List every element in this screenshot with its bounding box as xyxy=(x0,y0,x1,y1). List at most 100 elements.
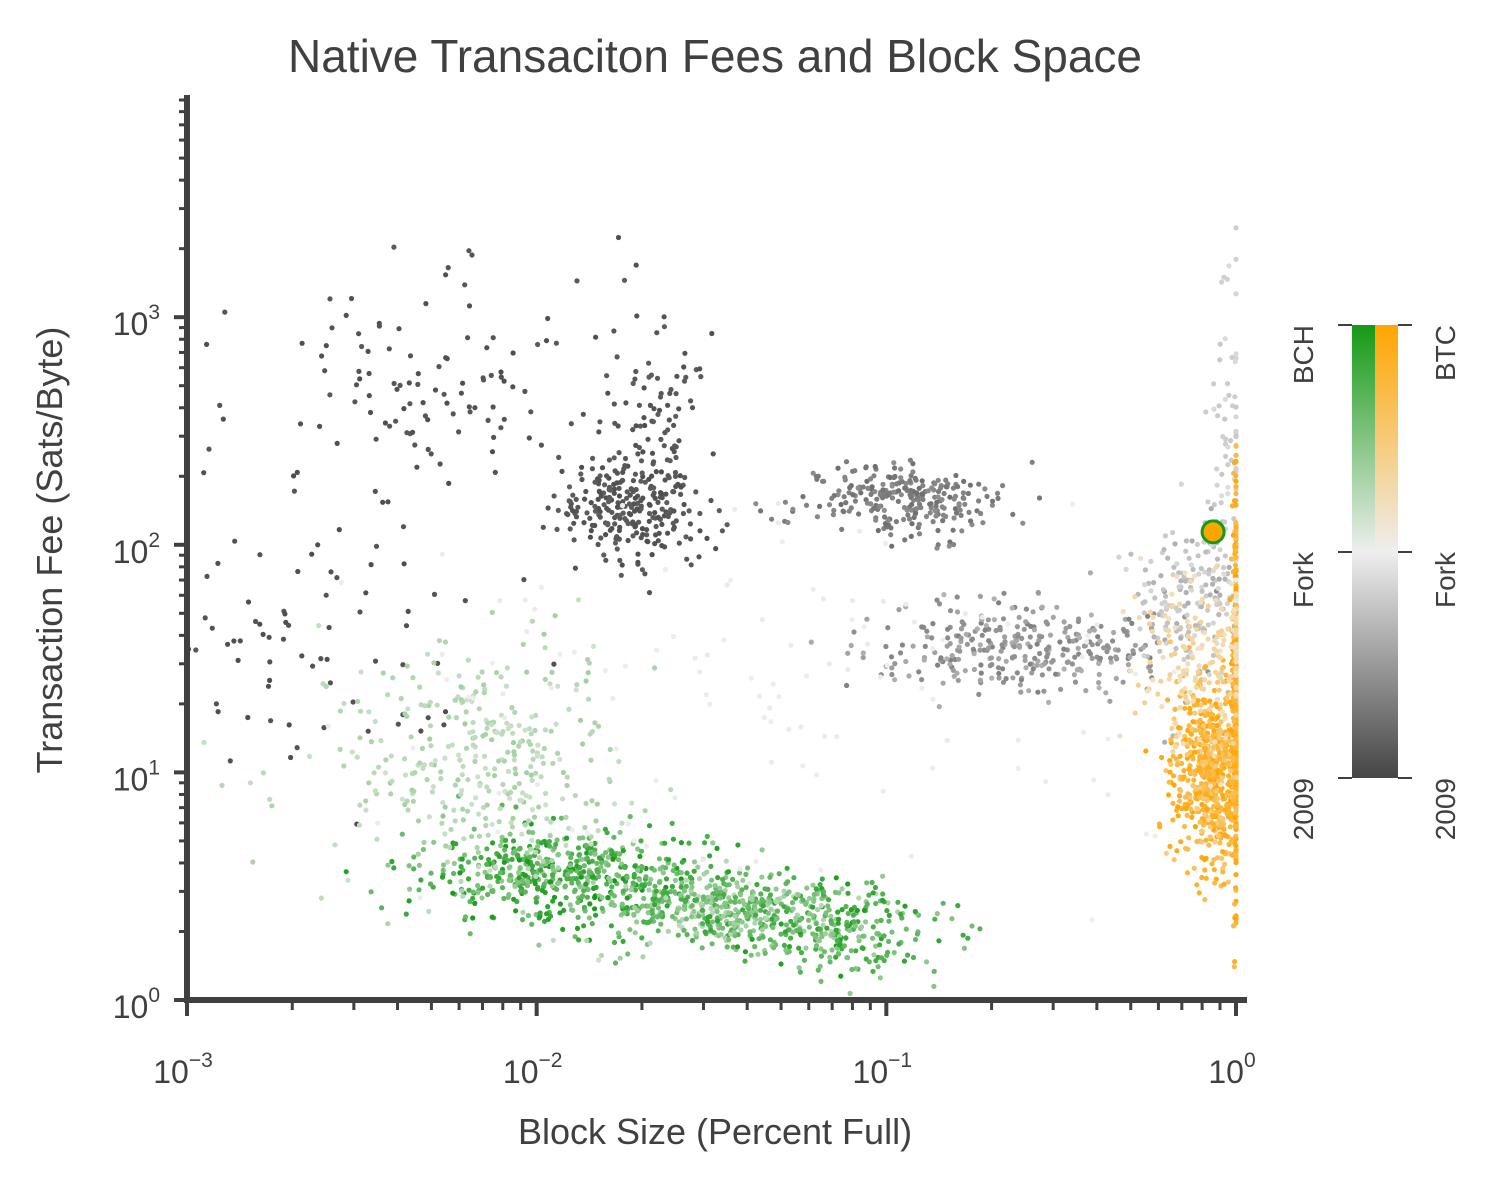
data-point-early xyxy=(441,722,447,728)
data-point-fork xyxy=(1094,622,1100,628)
data-point-bch xyxy=(708,927,714,933)
data-point-bch xyxy=(490,840,496,846)
data-point-bch xyxy=(718,904,725,910)
data-point-early xyxy=(673,391,679,397)
data-point-early xyxy=(665,473,671,479)
data-point-early xyxy=(294,469,300,475)
data-point-early xyxy=(976,691,982,698)
data-point-btc xyxy=(1169,591,1175,597)
data-point-bch xyxy=(465,859,472,865)
data-point-early xyxy=(309,551,315,557)
colorbar-bch xyxy=(1352,325,1375,778)
data-point-bch xyxy=(538,863,544,869)
data-point-btc xyxy=(1172,706,1178,713)
data-point-early xyxy=(977,647,983,653)
data-point-fork xyxy=(662,566,669,573)
data-point-btc xyxy=(1233,519,1239,526)
data-point-early xyxy=(621,277,628,283)
data-point-bch xyxy=(658,921,664,927)
data-point-bch xyxy=(617,829,623,835)
data-point-bch xyxy=(555,852,561,858)
data-point-bch xyxy=(318,895,324,901)
data-point-fork xyxy=(1171,669,1177,675)
data-point-bch xyxy=(819,934,825,940)
data-point-early xyxy=(889,495,896,501)
data-point-early xyxy=(638,503,644,509)
data-point-bch xyxy=(355,698,361,705)
data-point-bch xyxy=(477,783,483,789)
data-point-bch xyxy=(665,928,671,934)
data-point-btc xyxy=(1170,817,1176,823)
data-point-bch xyxy=(534,753,540,759)
data-point-btc xyxy=(1233,712,1239,718)
data-point-bch xyxy=(479,669,485,675)
data-point-btc xyxy=(1205,751,1211,757)
data-point-fork xyxy=(470,695,476,701)
data-point-early xyxy=(1104,649,1110,655)
data-point-early xyxy=(422,413,428,419)
data-point-early xyxy=(556,454,562,460)
data-point-bch xyxy=(507,795,513,802)
data-point-early xyxy=(555,507,561,513)
data-point-bch xyxy=(520,790,526,796)
data-point-fork xyxy=(845,667,851,673)
data-point-early xyxy=(654,375,661,381)
data-point-early xyxy=(368,562,374,568)
data-point-early xyxy=(323,592,329,598)
data-point-bch xyxy=(574,858,580,865)
data-point-early xyxy=(587,515,593,521)
data-point-bch xyxy=(912,908,918,915)
data-point-early xyxy=(654,330,660,336)
data-point-early xyxy=(1142,582,1148,588)
data-point-fork xyxy=(1085,633,1091,639)
data-point-bch xyxy=(449,742,455,748)
data-point-btc xyxy=(1232,562,1239,568)
data-point-bch xyxy=(575,845,582,851)
data-point-bch xyxy=(778,931,784,937)
data-point-bch xyxy=(564,876,570,882)
data-point-early xyxy=(688,536,694,542)
data-point-bch xyxy=(540,760,547,767)
data-point-bch xyxy=(612,960,619,966)
data-point-early xyxy=(843,459,850,465)
data-point-bch xyxy=(420,846,426,853)
data-point-fork xyxy=(439,651,445,658)
data-point-btc xyxy=(1221,881,1227,887)
data-point-early xyxy=(959,619,965,625)
data-point-btc xyxy=(1233,678,1239,684)
data-point-early xyxy=(1186,555,1192,561)
data-point-bch xyxy=(548,819,554,825)
data-point-early xyxy=(899,642,906,648)
data-point-bch xyxy=(627,814,633,820)
data-point-fork xyxy=(654,647,660,653)
data-point-early xyxy=(353,382,360,388)
data-point-btc xyxy=(1224,802,1230,809)
data-point-btc xyxy=(1219,855,1225,861)
data-point-btc xyxy=(1181,823,1188,830)
data-point-bch xyxy=(542,918,548,925)
data-point-early xyxy=(441,391,447,397)
data-point-early xyxy=(645,539,651,545)
data-point-bch xyxy=(446,714,452,720)
data-point-btc xyxy=(1231,923,1237,929)
data-point-bch xyxy=(737,870,743,876)
data-point-btc xyxy=(1179,805,1185,812)
data-point-early xyxy=(914,506,920,512)
data-point-early xyxy=(614,354,620,360)
data-point-btc xyxy=(1221,821,1227,827)
data-point-early xyxy=(400,524,407,530)
data-point-early xyxy=(1078,668,1084,674)
data-point-early xyxy=(443,355,449,361)
data-point-fork xyxy=(697,669,703,675)
data-point-btc xyxy=(1233,833,1239,839)
data-point-bch xyxy=(568,855,574,861)
data-point-bch xyxy=(452,782,458,788)
data-point-early xyxy=(1046,699,1052,706)
data-point-early xyxy=(1044,621,1051,627)
data-point-early xyxy=(909,501,915,508)
data-point-bch xyxy=(403,911,409,917)
data-point-btc xyxy=(1202,754,1208,760)
data-point-early xyxy=(950,485,957,491)
data-point-early xyxy=(1021,626,1027,632)
data-point-early xyxy=(916,669,922,675)
